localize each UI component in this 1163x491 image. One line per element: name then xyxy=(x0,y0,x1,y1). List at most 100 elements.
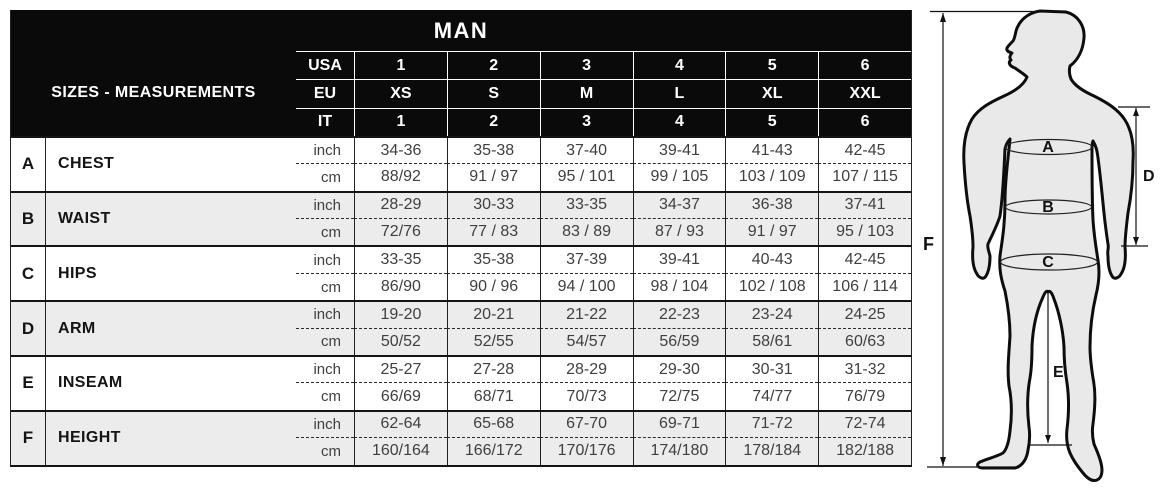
cm-value-cell: 60/63 xyxy=(818,328,911,356)
cm-value-cell: 72/76 xyxy=(354,219,447,246)
cm-value-cell: 94 / 100 xyxy=(539,273,633,301)
unit-label-cm: cm xyxy=(321,223,341,241)
figure-label-arm: D xyxy=(1143,168,1155,185)
cm-value-cell: 107 / 115 xyxy=(818,164,911,191)
size-value-cell: XL xyxy=(725,79,819,108)
inch-value-cell: 35-38 xyxy=(446,137,540,165)
size-value-cell: S xyxy=(446,79,540,108)
measurement-name: WAIST xyxy=(58,210,111,228)
cm-value-cell: 83 / 89 xyxy=(539,219,633,246)
size-value-cell: M xyxy=(539,79,633,108)
cm-value-cell: 95 / 103 xyxy=(818,219,911,246)
cm-value-cell: 87 / 93 xyxy=(632,219,726,246)
size-system-label: IT xyxy=(296,107,354,136)
inch-value-cell: 25-27 xyxy=(354,357,447,384)
inch-value-cell: 37-40 xyxy=(539,137,633,165)
size-value-cell: 6 xyxy=(818,51,911,80)
size-value-cell: 5 xyxy=(725,107,819,136)
chart-body: A CHEST inch 34-36 35-38 37-40 39-41 41-43 42-45… xyxy=(11,135,911,465)
inch-value-cell: 31-32 xyxy=(818,357,911,384)
size-value-cell: 5 xyxy=(725,51,819,80)
cm-value-cell: 76/79 xyxy=(818,383,911,410)
size-chart-table: MAN SIZES - MEASUREMENTS USA 1 2 3 4 5 6 EU XS S M… xyxy=(10,10,912,467)
inch-value-cell: 33-35 xyxy=(354,247,447,274)
unit-label-cm: cm xyxy=(321,442,341,460)
unit-label-inch: inch xyxy=(296,357,354,384)
measurement-group: B WAIST inch 28-29 30-33 33-35 34-37 36-38 37-41… xyxy=(11,190,911,246)
inseam-arrow-bottom xyxy=(1045,435,1051,443)
measurement-letter: B xyxy=(11,192,46,246)
inch-value-cell: 34-36 xyxy=(354,137,447,165)
inch-value-cell: 37-41 xyxy=(818,192,911,220)
inch-value-cell: 19-20 xyxy=(354,302,447,329)
measurement-letter: A xyxy=(11,137,46,191)
cm-value-cell: 58/61 xyxy=(725,328,818,356)
measurement-group: A CHEST inch 34-36 35-38 37-40 39-41 41-43 42-45… xyxy=(11,135,911,191)
arm-arrow-bottom xyxy=(1133,237,1139,245)
size-value-cell: 6 xyxy=(818,107,911,136)
unit-label-inch: inch xyxy=(296,302,354,329)
measurement-name: HIPS xyxy=(58,264,97,282)
cm-value-cell: 74/77 xyxy=(725,383,818,410)
cm-value-cell: 90 / 96 xyxy=(446,273,540,301)
inch-value-cell: 36-38 xyxy=(725,192,819,220)
measurement-letter: C xyxy=(11,247,46,301)
size-value-cell: 3 xyxy=(539,51,633,80)
cm-value-cell: 88/92 xyxy=(354,164,447,191)
inch-value-cell: 33-35 xyxy=(539,192,633,220)
size-system-label: USA xyxy=(296,51,354,79)
size-value-cell: XXL xyxy=(818,79,911,108)
cm-value-cell: 106 / 114 xyxy=(818,273,911,301)
measurement-group: D ARM inch 19-20 20-21 21-22 22-23 23-24 24-25 cm… xyxy=(11,300,911,356)
height-arrow-bottom xyxy=(940,457,946,466)
measurement-name: ARM xyxy=(58,319,96,337)
inch-value-cell: 27-28 xyxy=(446,357,540,384)
inch-value-cell: 24-25 xyxy=(818,302,911,329)
inch-value-cell: 42-45 xyxy=(818,137,911,165)
inch-value-cell: 69-71 xyxy=(632,411,726,439)
cm-value-cell: 166/172 xyxy=(446,438,540,465)
body-measurement-figure: A B C D E F xyxy=(920,0,1163,491)
measurement-name: CHEST xyxy=(58,155,115,173)
inch-value-cell: 28-29 xyxy=(539,357,633,384)
header-bottom: SIZES - MEASUREMENTS USA 1 2 3 4 5 6 EU XS S M L XL X… xyxy=(11,51,911,136)
unit-label-cm: cm xyxy=(321,278,341,296)
size-value-cell: 1 xyxy=(354,51,447,80)
measurement-name: HEIGHT xyxy=(58,429,121,447)
cm-value-cell: 77 / 83 xyxy=(446,219,540,246)
inch-value-cell: 20-21 xyxy=(446,302,540,329)
figure-label-height: F xyxy=(923,234,934,254)
unit-label-inch: inch xyxy=(296,193,354,220)
size-value-cell: 4 xyxy=(632,51,726,80)
cm-value-cell: 66/69 xyxy=(354,383,447,410)
measurement-letter: D xyxy=(11,302,46,356)
cm-value-cell: 182/188 xyxy=(818,438,911,465)
measurement-group: F HEIGHT inch 62-64 65-68 67-70 69-71 71-72 72-7… xyxy=(11,409,911,465)
inch-value-cell: 22-23 xyxy=(632,302,726,329)
inch-value-cell: 21-22 xyxy=(539,302,633,329)
unit-label-cm: cm xyxy=(321,333,341,351)
chest-ellipse xyxy=(1004,138,1093,156)
waist-ellipse xyxy=(1004,199,1093,215)
size-value-cell: 2 xyxy=(446,51,540,80)
inch-value-cell: 41-43 xyxy=(725,137,819,165)
hips-ellipse xyxy=(999,253,1099,271)
cm-value-cell: 50/52 xyxy=(354,328,447,356)
figure-label-waist: B xyxy=(1042,199,1054,216)
inch-value-cell: 28-29 xyxy=(354,192,447,220)
size-value-cell: 2 xyxy=(446,107,540,136)
inch-value-cell: 29-30 xyxy=(632,357,726,384)
cm-value-cell: 102 / 108 xyxy=(725,273,818,301)
measurement-letter: F xyxy=(11,411,46,465)
size-value-cell: 1 xyxy=(354,107,447,136)
inch-value-cell: 37-39 xyxy=(539,247,633,274)
cm-value-cell: 98 / 104 xyxy=(632,273,726,301)
inch-value-cell: 35-38 xyxy=(446,247,540,274)
cm-value-cell: 178/184 xyxy=(725,438,818,465)
measurement-name: INSEAM xyxy=(58,374,123,392)
inch-value-cell: 39-41 xyxy=(632,137,726,165)
inch-value-cell: 40-43 xyxy=(725,247,819,274)
inch-value-cell: 71-72 xyxy=(725,411,819,439)
cm-value-cell: 68/71 xyxy=(446,383,540,410)
chart-title: MAN xyxy=(433,17,489,43)
